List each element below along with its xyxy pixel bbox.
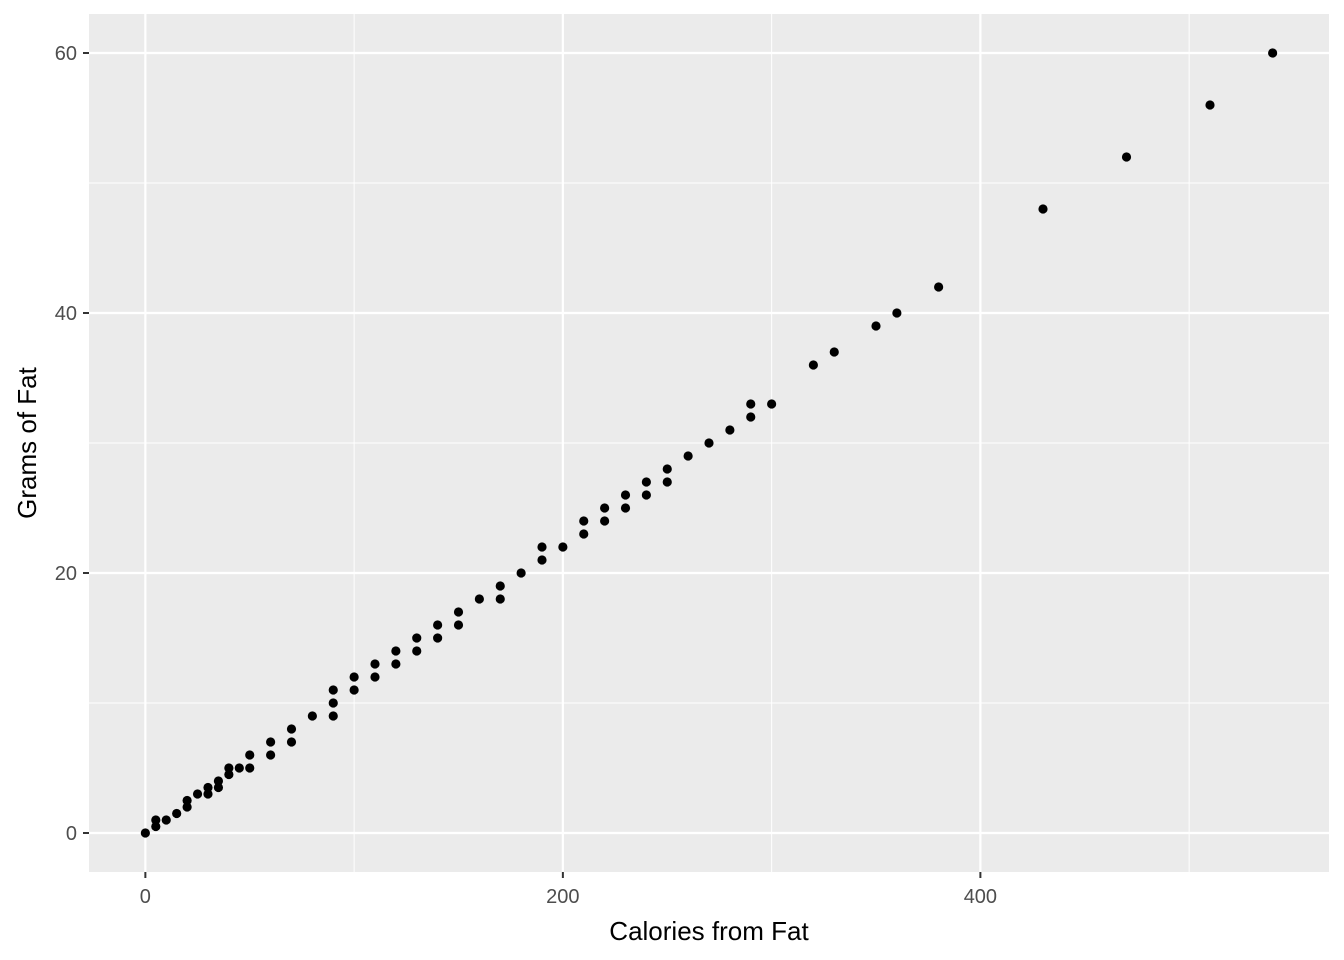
data-point <box>725 425 735 435</box>
data-point <box>328 698 338 708</box>
data-point <box>474 594 484 604</box>
y-tick-label: 60 <box>55 43 77 65</box>
data-point <box>370 672 380 682</box>
data-point <box>140 828 150 838</box>
data-point <box>829 347 839 357</box>
x-tick-label: 200 <box>546 886 579 908</box>
data-point <box>1268 48 1278 58</box>
data-point <box>579 516 589 526</box>
y-tick-label: 0 <box>66 823 77 845</box>
data-point <box>558 542 568 552</box>
data-point <box>537 542 547 552</box>
data-point <box>245 750 255 760</box>
data-point <box>151 821 161 832</box>
data-point <box>161 815 171 825</box>
data-point <box>620 490 631 500</box>
data-point <box>600 503 610 513</box>
data-point <box>1121 152 1132 162</box>
data-point <box>266 737 276 747</box>
data-point <box>808 360 818 370</box>
data-point <box>453 607 464 617</box>
data-point <box>1038 204 1048 214</box>
data-point <box>224 769 234 780</box>
data-point <box>266 750 276 760</box>
data-point <box>172 808 182 819</box>
data-point <box>213 776 224 786</box>
data-point <box>328 685 338 695</box>
data-point <box>286 737 297 747</box>
data-point <box>537 555 547 565</box>
data-point <box>1205 100 1215 110</box>
data-point <box>746 399 756 409</box>
data-point <box>286 724 297 734</box>
data-point <box>495 581 505 591</box>
data-point <box>746 412 756 422</box>
data-point <box>871 321 881 331</box>
data-point <box>620 503 631 513</box>
data-point <box>683 451 693 461</box>
data-point <box>704 438 714 448</box>
data-point <box>453 620 464 630</box>
data-point <box>433 633 443 643</box>
data-point <box>495 594 505 604</box>
data-point <box>182 802 192 812</box>
data-point <box>391 646 401 656</box>
data-point <box>203 789 213 799</box>
data-point <box>600 516 610 526</box>
y-axis-title: Grams of Fat <box>12 366 42 518</box>
minor-gridlines <box>89 14 1329 872</box>
data-point <box>892 308 902 318</box>
data-point <box>433 620 443 630</box>
data-point <box>641 477 651 487</box>
data-point <box>349 672 359 682</box>
data-point <box>245 763 255 773</box>
y-tick-label: 40 <box>55 303 77 325</box>
data-point <box>224 763 234 773</box>
data-point <box>412 646 422 656</box>
data-point <box>641 490 651 500</box>
data-point <box>349 685 359 695</box>
data-points <box>140 48 1278 838</box>
x-tick-label: 400 <box>964 886 997 908</box>
data-point <box>767 399 777 409</box>
data-point <box>516 568 526 578</box>
data-point <box>234 763 244 773</box>
y-tick-label: 20 <box>55 563 77 585</box>
data-point <box>151 815 161 825</box>
x-tick-label: 0 <box>140 886 151 908</box>
major-gridlines <box>89 14 1329 872</box>
data-point <box>662 464 672 474</box>
data-point <box>579 529 589 539</box>
x-axis-ticks: 0 200 400 <box>140 872 997 908</box>
data-point <box>192 789 203 799</box>
data-point <box>182 795 192 806</box>
y-axis-ticks: 0 20 40 60 <box>55 43 89 845</box>
data-point <box>213 782 224 793</box>
data-point <box>662 477 672 487</box>
data-point <box>328 711 338 721</box>
data-point <box>370 659 380 669</box>
data-point <box>307 711 317 721</box>
data-point <box>203 782 213 793</box>
data-point <box>391 659 401 669</box>
data-point <box>412 633 422 643</box>
data-point <box>934 282 944 292</box>
x-axis-title: Calories from Fat <box>609 916 809 946</box>
